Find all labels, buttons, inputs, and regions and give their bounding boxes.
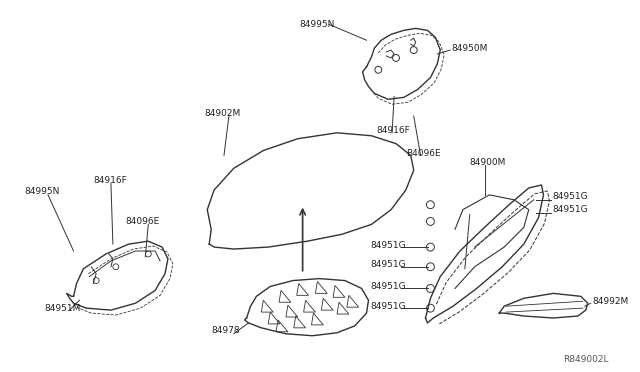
Text: 84951G: 84951G [371, 282, 406, 291]
Text: 84902M: 84902M [204, 109, 241, 118]
Text: 84900M: 84900M [470, 158, 506, 167]
Text: 84978: 84978 [211, 326, 240, 335]
Text: 84951G: 84951G [552, 192, 588, 201]
Text: 84096E: 84096E [125, 217, 160, 226]
Text: 84916F: 84916F [376, 126, 410, 135]
Text: B4096E: B4096E [406, 149, 440, 158]
Text: 84951G: 84951G [371, 302, 406, 311]
Text: 84916F: 84916F [93, 176, 127, 185]
Text: 84995N: 84995N [300, 20, 335, 29]
Text: 84951G: 84951G [552, 205, 588, 214]
Text: 84951M: 84951M [44, 304, 81, 312]
Text: 84995N: 84995N [24, 187, 60, 196]
Text: 84951G: 84951G [371, 241, 406, 250]
Text: 84950M: 84950M [451, 44, 488, 52]
Text: R849002L: R849002L [563, 355, 609, 364]
Text: 84992M: 84992M [593, 297, 629, 306]
Text: 84951G: 84951G [371, 260, 406, 269]
